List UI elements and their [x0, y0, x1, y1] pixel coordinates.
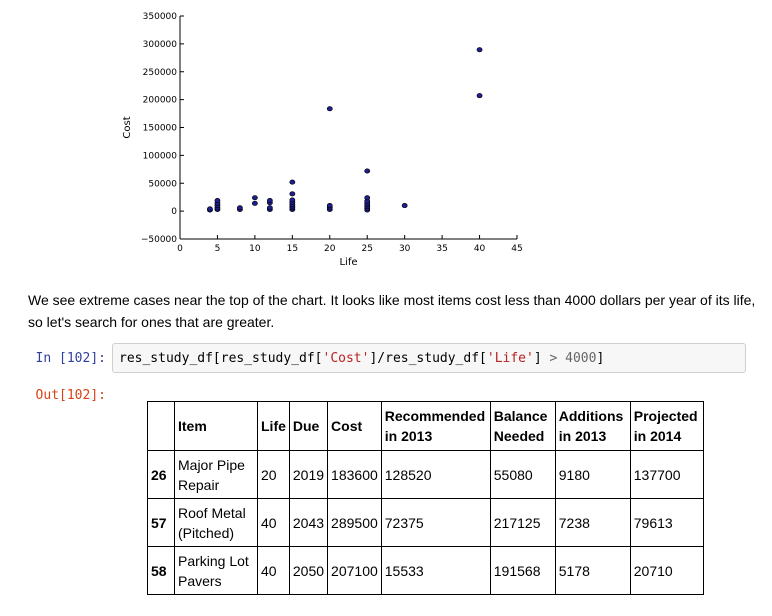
x-axis-label: Life [339, 257, 357, 268]
cell-recommended: 15533 [380, 546, 491, 595]
x-tick-label: 25 [361, 244, 372, 254]
code-part: ]/res_study_df[ [369, 351, 487, 366]
cell-balance: 217125 [489, 498, 556, 547]
output-prompt: Out[102]: [35, 388, 106, 403]
row-index: 57 [147, 498, 175, 547]
data-point [289, 197, 296, 203]
x-tick-label: 30 [399, 244, 411, 254]
y-tick-label: 200000 [143, 96, 178, 106]
y-tick-label: 0 [171, 207, 177, 217]
data-point [289, 179, 296, 185]
y-tick-label: 300000 [143, 40, 178, 50]
code-part [557, 351, 565, 366]
header-balance: Balance Needed [489, 401, 556, 451]
cell-due: 2050 [288, 546, 329, 595]
x-tick-label: 35 [436, 244, 447, 254]
result-table: Item Life Due Cost Recommended in 2013 B… [147, 401, 704, 595]
y-tick-label: 250000 [143, 68, 178, 78]
code-number: 4000 [565, 351, 597, 366]
data-point [266, 205, 273, 211]
cell-item: Roof Metal (Pitched) [174, 498, 258, 547]
header-additions: Additions in 2013 [554, 401, 631, 451]
cell-projected: 137700 [629, 450, 704, 499]
data-point [326, 203, 333, 209]
x-tick-label: 5 [215, 244, 221, 254]
table-row: 58 Parking Lot Pavers 40 2050 207100 155… [147, 546, 704, 595]
header-life: Life [257, 401, 290, 451]
table-header-row: Item Life Due Cost Recommended in 2013 B… [147, 401, 704, 451]
data-point [237, 205, 243, 211]
data-point [476, 93, 483, 99]
data-point [364, 168, 371, 174]
header-due: Due [288, 401, 329, 451]
y-tick-label: −50000 [141, 235, 177, 245]
cell-recommended: 72375 [380, 498, 491, 547]
y-tick-label: 50000 [148, 179, 177, 189]
data-point [207, 206, 213, 212]
code-part: res_study_df[res_study_df[ [119, 351, 323, 366]
cell-cost: 183600 [327, 450, 382, 499]
data-point [326, 106, 333, 112]
cell-cost: 207100 [327, 546, 382, 595]
data-point [289, 191, 296, 197]
x-tick-label: 15 [287, 244, 298, 254]
data-point [214, 198, 221, 204]
data-point [266, 198, 273, 204]
data-point [401, 203, 408, 209]
cell-due: 2019 [288, 450, 329, 499]
y-tick-label: 150000 [143, 124, 178, 134]
header-item: Item [174, 401, 258, 451]
y-axis-label: Cost [122, 116, 133, 138]
cell-balance: 191568 [489, 546, 556, 595]
cell-projected: 79613 [629, 498, 704, 547]
x-tick-label: 20 [324, 244, 336, 254]
data-point [364, 195, 371, 201]
input-prompt: In [102]: [35, 351, 106, 366]
x-tick-label: 40 [474, 244, 486, 254]
header-projected: Projected in 2014 [629, 401, 704, 451]
code-part: ] [533, 351, 550, 366]
table-row: 57 Roof Metal (Pitched) 40 2043 289500 7… [147, 498, 704, 547]
cell-recommended: 128520 [380, 450, 491, 499]
data-point [476, 47, 483, 53]
code-operator: > [549, 351, 558, 366]
cell-projected: 20710 [629, 546, 704, 595]
row-index: 26 [147, 450, 175, 499]
y-tick-label: 100000 [143, 151, 178, 161]
row-index: 58 [147, 546, 175, 595]
y-tick-label: 350000 [143, 12, 178, 22]
cell-life: 40 [257, 546, 290, 595]
header-index [147, 401, 175, 451]
cell-life: 20 [257, 450, 290, 499]
header-cost: Cost [327, 401, 382, 451]
cell-life: 40 [257, 498, 290, 547]
data-point [251, 195, 258, 201]
code-string-life: 'Life' [486, 351, 534, 366]
code-part: ] [596, 351, 605, 366]
x-tick-label: 45 [511, 244, 522, 254]
code-string-cost: 'Cost' [322, 351, 370, 366]
prose-text: We see extreme cases near the top of the… [28, 292, 756, 330]
cell-balance: 55080 [489, 450, 556, 499]
code-cell[interactable]: res_study_df[res_study_df['Cost']/res_st… [112, 343, 746, 373]
cell-item: Parking Lot Pavers [174, 546, 258, 595]
data-point [251, 200, 258, 206]
cell-item: Major Pipe Repair [174, 450, 258, 499]
x-tick-label: 10 [249, 244, 261, 254]
header-recommended: Recommended in 2013 [380, 401, 491, 451]
cell-due: 2043 [288, 498, 329, 547]
scatter-chart: −50000 0 50000 100000 150000 200000 250000 3000… [110, 5, 530, 270]
x-tick-label: 0 [177, 244, 183, 254]
cell-additions: 5178 [554, 546, 631, 595]
cell-additions: 7238 [554, 498, 631, 547]
scatter-chart-svg: −500000500001000001500002000002500003000… [122, 12, 523, 268]
table-row: 26 Major Pipe Repair 20 2019 183600 1285… [147, 450, 704, 499]
cell-additions: 9180 [554, 450, 631, 499]
cell-cost: 289500 [327, 498, 382, 547]
